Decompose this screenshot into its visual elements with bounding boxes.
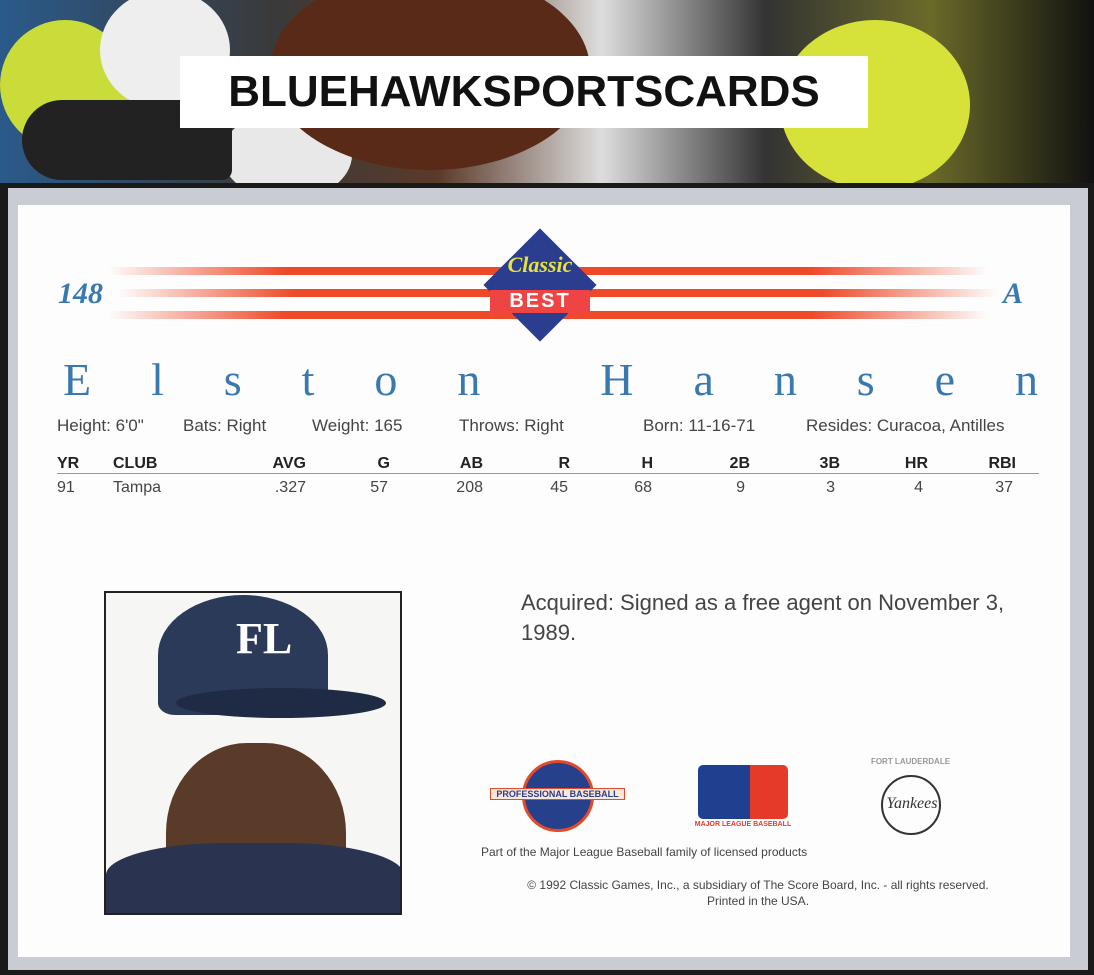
- player-photo: FL: [104, 591, 402, 915]
- text-label: Right: [226, 416, 267, 435]
- decoration: [698, 765, 750, 819]
- decoration: [57, 473, 1039, 474]
- text-label: CLUB: [113, 455, 158, 472]
- text-label: 91: [57, 479, 75, 496]
- text-label: Height:: [57, 416, 111, 435]
- decoration: [750, 765, 788, 819]
- series-letter: A: [1003, 277, 1024, 310]
- text-label: s: [223, 354, 242, 405]
- text-label: Yankees: [886, 795, 938, 812]
- text-label: 3: [826, 479, 835, 496]
- text-label: n: [457, 354, 481, 405]
- brand-title: BLUEHAWKSPORTSCARDS: [180, 56, 868, 128]
- text-label: 3B: [819, 455, 840, 472]
- text-label: H: [600, 354, 634, 405]
- text-label: l: [151, 354, 164, 405]
- text-label: Born:: [643, 416, 684, 435]
- decoration: [176, 688, 386, 718]
- text-label: Weight:: [312, 416, 370, 435]
- text-label: YR: [57, 455, 80, 472]
- text-label: RBI: [988, 455, 1016, 472]
- text-label: 4: [914, 479, 923, 496]
- text-label: 37: [995, 479, 1013, 496]
- text-label: G: [377, 455, 390, 472]
- text-label: s: [856, 354, 875, 405]
- text-label: AB: [459, 455, 483, 472]
- decoration: Bats: Right: [183, 416, 266, 436]
- text-label: Curacoa, Antilles: [876, 416, 1005, 435]
- text-label: Right: [524, 416, 564, 435]
- licensed-text: Part of the Major League Baseball family…: [481, 845, 808, 859]
- mlb-logo: MAJOR LEAGUE BASEBALL: [688, 765, 793, 830]
- text-label: MAJOR LEAGUE BASEBALL: [694, 821, 792, 828]
- decoration: Weight: 165: [312, 416, 402, 436]
- decoration: [483, 228, 597, 342]
- decoration: Throws: Right: [459, 416, 564, 436]
- text-label: n: [1015, 354, 1038, 405]
- text-label: e: [934, 354, 956, 405]
- text-label: Tampa: [113, 479, 162, 496]
- text-label: 68: [634, 479, 652, 496]
- text-label: H: [641, 455, 653, 472]
- classic-best-logo: Classic BEST: [480, 228, 600, 342]
- text-label: Resides:: [806, 416, 873, 435]
- text-label: o: [374, 354, 398, 405]
- text-label: a: [693, 354, 714, 405]
- text-label: HR: [904, 455, 928, 472]
- copyright-text: © 1992 Classic Games, Inc., a subsidiary…: [527, 878, 989, 892]
- text-label: 9: [736, 479, 745, 496]
- banner: BLUEHAWKSPORTSCARDS: [0, 0, 1094, 183]
- professional-baseball-logo: PROFESSIONAL BASEBALL: [490, 760, 625, 835]
- text-label: FORT LAUDERDALE: [870, 757, 951, 766]
- text-label: 57: [370, 479, 388, 496]
- acquired-note: Acquired: Signed as a free agent on Nove…: [521, 590, 1005, 645]
- decoration: Resides: Curacoa, Antilles: [806, 416, 1004, 436]
- text-label: Classic: [507, 252, 573, 277]
- text-label: Bats:: [183, 416, 222, 435]
- text-label: 45: [550, 479, 568, 496]
- text-label: E: [63, 354, 92, 405]
- decoration: Height: 6'0": [57, 416, 144, 436]
- decoration: [881, 775, 941, 835]
- fort-lauderdale-yankees-logo: FORT LAUDERDALE Yankees: [863, 757, 958, 847]
- text-label: 6'0": [115, 416, 144, 435]
- text-label: 165: [374, 416, 403, 435]
- text-label: Throws:: [459, 416, 520, 435]
- text-label: n: [773, 354, 797, 405]
- text-label: .327: [274, 479, 306, 496]
- text-label: FL: [236, 614, 293, 663]
- text-label: t: [301, 354, 315, 405]
- text-label: PROFESSIONAL BASEBALL: [490, 788, 625, 800]
- decoration: Born: 11-16-71: [643, 416, 755, 436]
- text-label: BEST: [490, 290, 590, 313]
- printed-text: Printed in the USA.: [706, 894, 810, 908]
- card-number: 148: [58, 277, 103, 310]
- text-label: 2B: [729, 455, 750, 472]
- decoration: [106, 843, 400, 913]
- text-label: R: [558, 455, 570, 472]
- text-label: 11-16-71: [688, 416, 756, 435]
- text-label: AVG: [272, 455, 306, 472]
- text-label: 208: [456, 479, 483, 496]
